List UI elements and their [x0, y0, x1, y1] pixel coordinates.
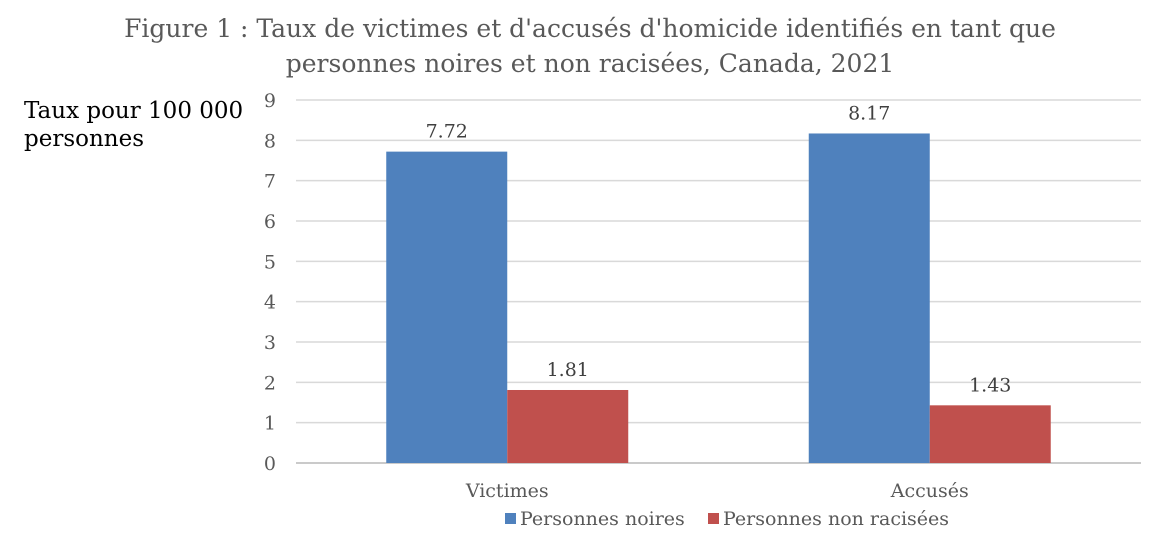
bar-noires-0	[386, 151, 508, 464]
data-label: 8.17	[848, 102, 890, 124]
data-label: 1.43	[969, 374, 1011, 396]
legend: Personnes noires Personnes non racisées	[505, 508, 949, 530]
y-axis-label-line-1: Taux pour 100 000	[24, 98, 243, 124]
x-category-label: Accusés	[890, 480, 969, 502]
y-tick-label: 7	[264, 171, 276, 193]
y-tick-label: 1	[264, 413, 276, 435]
y-tick-label: 0	[264, 453, 276, 475]
bars	[386, 133, 1051, 464]
bar-non-racisees-1	[929, 405, 1051, 463]
data-labels: 7.72 1.81 8.17 1.43	[426, 102, 1012, 396]
y-tick-label: 3	[264, 332, 276, 354]
x-axis-categories: Victimes Accusés	[465, 480, 969, 502]
bar-non-racisees-0	[507, 389, 629, 463]
y-tick-label: 2	[264, 372, 276, 394]
legend-swatch	[708, 513, 719, 524]
legend-label: Personnes noires	[520, 508, 685, 530]
y-tick-label: 6	[264, 211, 276, 233]
chart-title-line-1: Figure 1 : Taux de victimes et d'accusés…	[124, 14, 1056, 43]
data-label: 7.72	[426, 121, 468, 143]
y-axis-label-line-2: personnes	[24, 126, 144, 152]
y-tick-label: 5	[264, 251, 276, 273]
data-label: 1.81	[547, 359, 589, 381]
y-tick-label: 8	[264, 130, 276, 152]
chart-title-line-2: personnes noires et non racisées, Canada…	[286, 49, 895, 78]
legend-swatch	[505, 513, 516, 524]
bar-noires-1	[808, 133, 930, 463]
y-axis-ticks: 0 1 2 3 4 5 6 7 8 9	[264, 90, 276, 475]
y-tick-label: 4	[264, 292, 276, 314]
x-category-label: Victimes	[465, 480, 549, 502]
legend-label: Personnes non racisées	[723, 508, 949, 530]
y-tick-label: 9	[264, 90, 276, 112]
